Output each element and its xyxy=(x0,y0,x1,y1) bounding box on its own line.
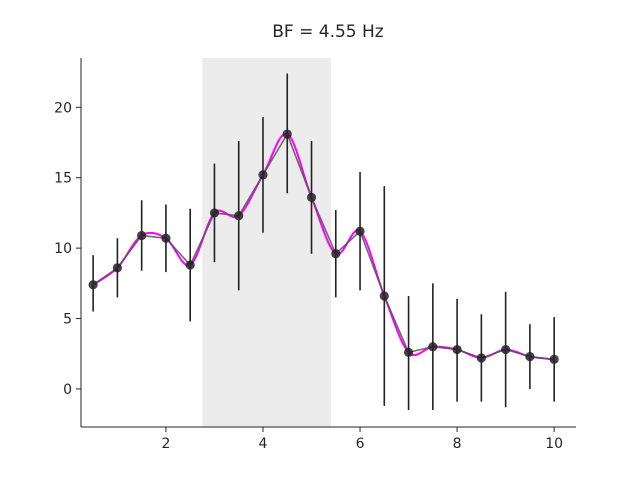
data-point xyxy=(355,226,365,236)
y-tick-label: 15 xyxy=(54,171,72,187)
x-tick-label: 8 xyxy=(453,436,462,452)
axes: 2 4 6 8 10 0 5 10 15 20 xyxy=(54,58,576,452)
data-point xyxy=(306,192,317,203)
data-point xyxy=(549,354,559,364)
data-point xyxy=(88,280,98,290)
shaded-region-layer xyxy=(202,58,331,427)
data-point xyxy=(258,170,268,180)
data-point xyxy=(282,129,292,139)
y-tick-label: 20 xyxy=(54,100,72,116)
x-tick-label: 4 xyxy=(259,436,268,452)
x-tick-label: 6 xyxy=(356,436,365,452)
data-point xyxy=(428,342,438,352)
data-point xyxy=(501,344,511,355)
y-tick-label: 5 xyxy=(63,312,72,328)
data-point xyxy=(379,291,389,301)
y-tick-label: 10 xyxy=(54,241,72,257)
data-point xyxy=(476,353,486,363)
shaded-region xyxy=(202,58,331,427)
chart-title: BF = 4.55 Hz xyxy=(272,22,384,42)
data-point xyxy=(209,208,220,218)
data-point xyxy=(525,351,535,362)
data-point xyxy=(452,344,462,355)
data-point xyxy=(161,233,171,243)
data-point xyxy=(112,263,122,273)
data-point xyxy=(137,230,147,241)
data-point xyxy=(185,260,195,270)
data-points xyxy=(88,129,559,364)
y-tick-label: 0 xyxy=(63,382,72,398)
x-tick-label: 10 xyxy=(545,436,563,452)
data-point xyxy=(331,249,341,259)
data-point xyxy=(234,211,244,221)
data-point xyxy=(403,347,414,357)
x-tick-label: 2 xyxy=(161,436,170,452)
